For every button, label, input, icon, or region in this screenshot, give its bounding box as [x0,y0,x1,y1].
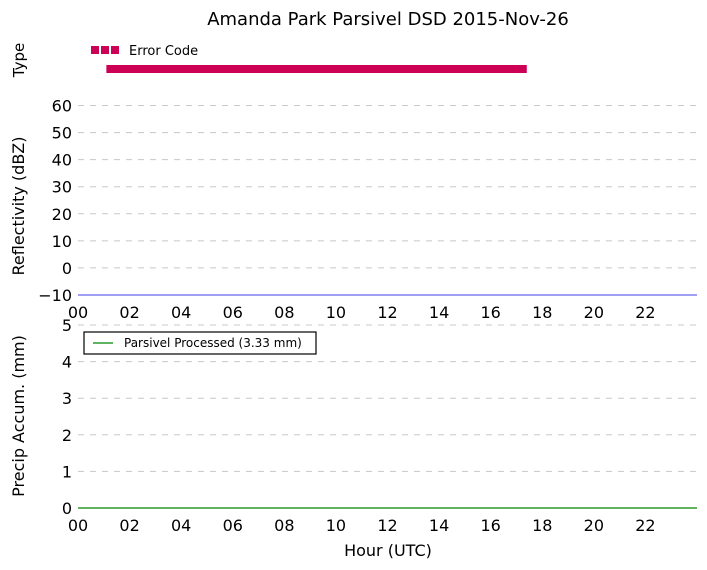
y-tick-label: 40 [52,151,72,170]
x-tick-label: 14 [429,516,449,535]
precip-ylabel: Precip Accum. (mm) [9,335,28,497]
precip-y-ticks: 5 4 3 2 1 0 [62,316,72,518]
precip-legend-box [83,331,317,355]
x-tick-label: 20 [584,516,604,535]
x-tick-label: 22 [635,516,655,535]
reflectivity-x-ticks: 00 02 04 06 08 10 12 14 16 18 20 22 [68,303,656,322]
x-tick-label: 04 [171,303,191,322]
x-tick-label: 16 [480,516,500,535]
precip-x-ticks: 00 02 04 06 08 10 12 14 16 18 20 22 [68,516,656,535]
reflectivity-grid [78,105,697,296]
y-tick-label: 50 [52,124,72,143]
reflectivity-y-ticks: 60 50 40 30 20 10 0 −10 [38,97,72,305]
x-tick-label: 12 [377,516,397,535]
x-tick-label: 00 [68,516,88,535]
x-tick-label: 20 [584,303,604,322]
x-tick-label: 12 [377,303,397,322]
x-tick-label: 08 [274,516,294,535]
type-legend-swatch-square [111,46,119,54]
y-tick-label: 3 [62,389,72,408]
y-tick-label: 60 [52,97,72,116]
y-tick-label: 0 [62,259,72,278]
x-tick-label: 04 [171,516,191,535]
reflectivity-panel: 60 50 40 30 20 10 0 −10 00 02 04 06 08 10 12 14 16 18 20 2… [9,97,697,322]
y-tick-label: 2 [62,426,72,445]
type-segments [106,65,527,73]
x-tick-label: 14 [429,303,449,322]
type-panel: Type Error Code [10,43,527,78]
x-tick-label: 06 [223,516,243,535]
y-tick-label: 5 [62,316,72,335]
y-tick-label: 4 [62,353,72,372]
reflectivity-ylabel: Reflectivity (dBZ) [9,137,28,276]
x-tick-label: 10 [326,303,346,322]
x-tick-label: 18 [532,303,552,322]
x-tick-label: 10 [326,516,346,535]
x-tick-label: 02 [119,303,139,322]
x-tick-label: 00 [68,303,88,322]
y-tick-label: 30 [52,178,72,197]
chart-title: Amanda Park Parsivel DSD 2015-Nov-26 [207,9,569,30]
y-tick-label: 1 [62,462,72,481]
precip-legend: Parsivel Processed (3.33 mm) [83,331,317,355]
type-ylabel: Type [10,43,28,78]
type-legend-swatch-square [91,46,99,54]
precip-legend-label: Parsivel Processed (3.33 mm) [124,336,302,350]
y-tick-label: 0 [62,499,72,518]
type-legend-label: Error Code [129,44,198,59]
type-segment [106,65,527,73]
y-tick-label: 20 [52,205,72,224]
type-legend-swatch-square [101,46,109,54]
x-tick-label: 18 [532,516,552,535]
x-tick-label: 06 [223,303,243,322]
x-tick-label: 22 [635,303,655,322]
type-legend-swatch [91,46,119,54]
x-tick-label: 16 [480,303,500,322]
y-tick-label: 10 [52,232,72,251]
x-tick-label: 02 [119,516,139,535]
y-tick-label: −10 [38,286,72,305]
x-tick-label: 08 [274,303,294,322]
precip-xlabel: Hour (UTC) [344,541,432,560]
type-legend: Error Code [91,44,198,59]
